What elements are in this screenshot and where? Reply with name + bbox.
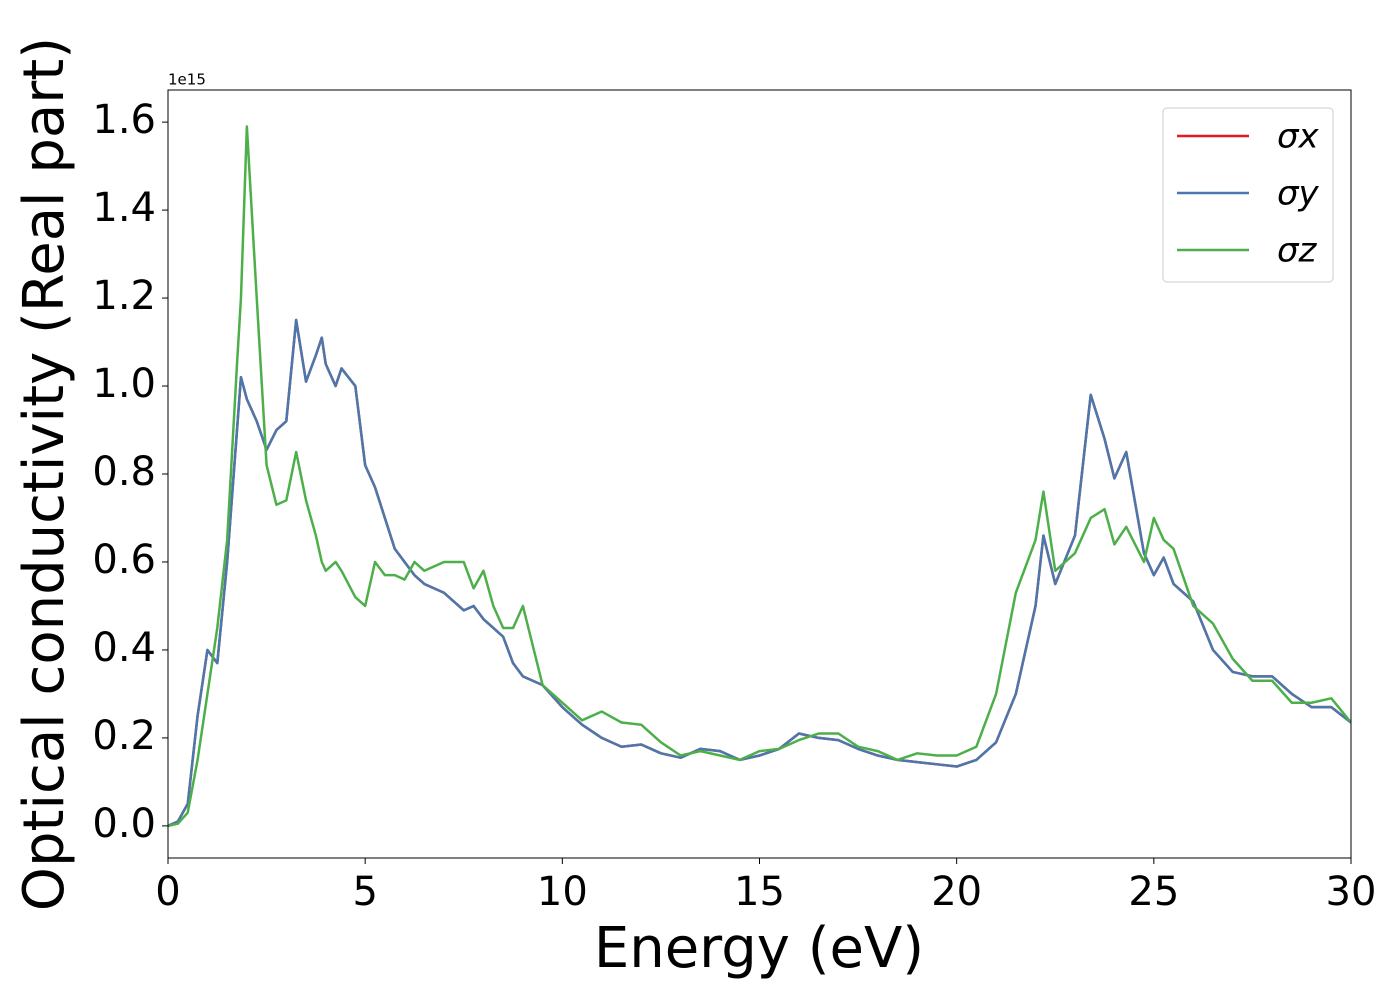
x-tick-label: 10: [537, 869, 588, 915]
y-tick-label: 1.4: [92, 185, 156, 231]
series-line: [168, 318, 1351, 828]
series-line: [168, 125, 1351, 828]
y-tick-label: 1.0: [92, 361, 156, 407]
legend-label: σx: [1277, 117, 1320, 157]
y-axis-label: Optical conductivity (Real part): [12, 37, 77, 911]
x-tick-label: 20: [931, 869, 982, 915]
legend-box: [1162, 107, 1334, 283]
legend-label: σy: [1277, 174, 1320, 214]
x-axis-label: Energy (eV): [594, 916, 924, 981]
y-tick-label: 0.2: [92, 713, 156, 759]
y-tick-label: 0.8: [92, 449, 156, 495]
x-tick-label: 15: [734, 869, 785, 915]
plot-frame: [167, 89, 1352, 859]
y-tick-label: 1.6: [92, 97, 156, 143]
y-tick-label: 0.4: [92, 625, 156, 671]
y-tick-label: 0.0: [92, 801, 156, 847]
y-tick-label: 0.6: [92, 537, 156, 583]
x-tick-label: 25: [1128, 869, 1179, 915]
legend-label: σz: [1277, 231, 1318, 271]
x-tick-label: 30: [1326, 869, 1377, 915]
y-tick-label: 1.2: [92, 273, 156, 319]
offset-label: 1e15: [168, 71, 206, 89]
x-tick-label: 0: [155, 869, 180, 915]
x-tick-label: 5: [352, 869, 377, 915]
